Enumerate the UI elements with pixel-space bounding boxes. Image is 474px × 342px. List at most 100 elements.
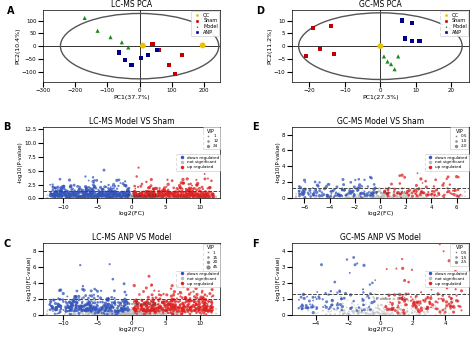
Point: [351, 184, 358, 190]
Point: [162, 189, 169, 195]
Point: [53, 305, 61, 310]
X-axis label: log2(FC): log2(FC): [118, 327, 145, 332]
Point: [76, 192, 84, 197]
Point: [70, 193, 77, 198]
Point: [100, 192, 107, 197]
Point: [79, 193, 86, 198]
Point: [411, 191, 419, 196]
Point: [356, 306, 364, 312]
Point: [94, 196, 102, 201]
Point: [143, 188, 151, 194]
Point: [209, 307, 216, 313]
Point: [138, 195, 146, 200]
Point: [391, 66, 398, 72]
Point: [152, 308, 160, 314]
Point: [164, 310, 172, 316]
Point: [169, 193, 176, 199]
Point: [99, 190, 106, 196]
Point: [126, 195, 134, 201]
Point: [126, 307, 133, 313]
Point: [393, 191, 401, 197]
Point: [178, 189, 186, 195]
Point: [56, 297, 64, 302]
Point: [118, 195, 126, 200]
Point: [123, 192, 131, 198]
Point: [108, 303, 115, 308]
Point: [156, 188, 164, 193]
Point: [420, 195, 428, 201]
Point: [133, 299, 140, 304]
Point: [297, 192, 304, 197]
Point: [179, 193, 186, 199]
Point: [118, 312, 126, 317]
Point: [109, 195, 116, 201]
Point: [367, 196, 375, 201]
Point: [128, 194, 136, 200]
Point: [110, 195, 118, 201]
Point: [190, 190, 197, 195]
Point: [133, 311, 141, 316]
Point: [138, 195, 146, 200]
Point: [107, 189, 115, 195]
Point: [374, 304, 382, 310]
Point: [151, 192, 159, 197]
Point: [337, 306, 345, 311]
Point: [423, 195, 430, 200]
Point: [72, 294, 80, 299]
Point: [146, 193, 153, 198]
Point: [81, 195, 88, 200]
Point: [148, 305, 156, 311]
Point: [108, 189, 115, 194]
Point: [372, 277, 379, 283]
Point: [136, 310, 143, 316]
Point: [125, 192, 133, 198]
Text: P value = 0.05: P value = 0.05: [127, 194, 157, 198]
Point: [126, 311, 133, 316]
Point: [118, 307, 125, 312]
Point: [412, 293, 420, 299]
Point: [46, 193, 54, 198]
Point: [162, 191, 170, 197]
Point: [113, 312, 121, 317]
Point: [390, 194, 398, 200]
Point: [202, 305, 210, 311]
Point: [91, 191, 99, 196]
Point: [407, 187, 415, 193]
Point: [49, 185, 57, 190]
Point: [202, 307, 210, 313]
Point: [138, 194, 146, 200]
Point: [168, 191, 175, 196]
Point: [409, 296, 416, 301]
Point: [407, 196, 415, 201]
Point: [398, 310, 405, 315]
Point: [331, 279, 338, 285]
Point: [190, 304, 198, 310]
Point: [310, 188, 317, 194]
Point: [374, 296, 382, 301]
Point: [47, 299, 55, 304]
Point: [418, 193, 425, 198]
Point: [85, 195, 93, 201]
Point: [141, 302, 148, 307]
Point: [346, 195, 354, 201]
Point: [389, 301, 396, 306]
Point: [103, 195, 111, 200]
Point: [359, 298, 367, 303]
Point: [156, 311, 164, 317]
Point: [329, 305, 337, 311]
Point: [130, 300, 137, 305]
Point: [127, 309, 134, 314]
Point: [371, 185, 379, 191]
X-axis label: log2(FC): log2(FC): [367, 327, 393, 332]
Point: [137, 307, 144, 313]
Point: [374, 303, 382, 308]
Point: [139, 311, 147, 316]
Point: [65, 194, 73, 199]
Point: [119, 306, 127, 311]
Point: [201, 312, 209, 317]
Point: [100, 196, 108, 201]
Point: [144, 194, 152, 199]
Point: [365, 189, 373, 195]
Point: [156, 310, 164, 315]
Point: [130, 194, 137, 199]
